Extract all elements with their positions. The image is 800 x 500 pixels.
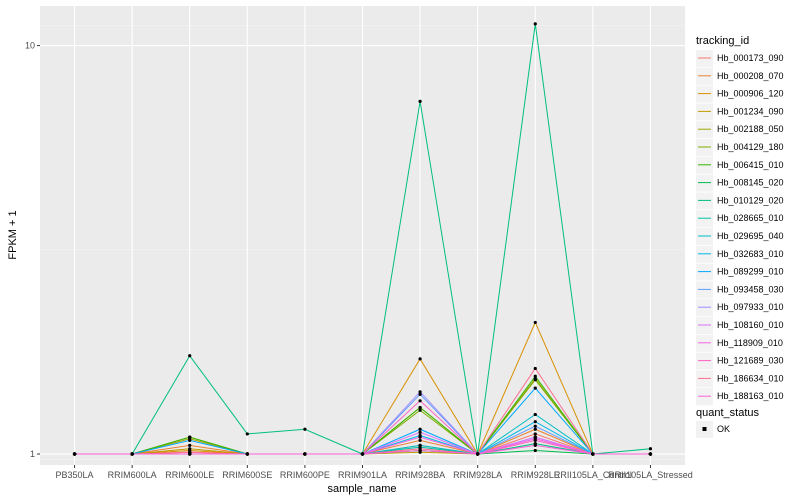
data-point [188, 435, 192, 439]
x-axis-title: sample_name [327, 483, 396, 495]
data-point [533, 420, 537, 424]
shape-legend: quant_status OK [696, 407, 759, 438]
legend-entry: Hb_029695_040 [717, 231, 784, 241]
x-tick-label: RRIM600LA [108, 470, 157, 480]
data-point [72, 452, 77, 456]
shape-legend-title: quant_status [696, 407, 759, 419]
data-point [533, 443, 537, 447]
data-point [418, 427, 422, 431]
data-point [533, 378, 537, 382]
data-point [418, 408, 422, 412]
x-tick-label: RRII105LA_Control [554, 470, 632, 480]
legend-entry: Hb_000173_090 [717, 53, 784, 63]
data-point [418, 435, 422, 439]
data-point [418, 430, 422, 434]
legend-entry: Hb_001234_090 [717, 106, 784, 116]
legend-entry: Hb_002188_050 [717, 124, 784, 134]
shape-legend-entry: OK [717, 424, 730, 434]
data-point [533, 412, 537, 417]
data-point [303, 452, 307, 456]
legend-entry: Hb_010129_020 [717, 195, 784, 205]
data-point [533, 438, 537, 442]
data-point [418, 390, 422, 394]
y-tick-label: 1 [30, 449, 35, 459]
legend-entry: Hb_188163_010 [717, 391, 784, 401]
x-tick-label: RRIM928BA [395, 470, 445, 480]
data-point [418, 443, 422, 447]
data-point [418, 438, 422, 442]
data-point [648, 447, 653, 451]
data-point [360, 452, 365, 456]
data-point [533, 374, 537, 378]
legend-entry: Hb_089299_010 [717, 267, 784, 277]
x-tick-label: RRIM928LE [511, 470, 560, 480]
data-point [303, 427, 307, 431]
series-points [72, 22, 653, 456]
data-point [245, 452, 249, 456]
data-point [188, 452, 192, 456]
legend-title: tracking_id [696, 35, 749, 47]
data-point [188, 438, 192, 442]
x-tick-label: RRIM600SE [222, 470, 272, 480]
legend-entry: Hb_000208_070 [717, 71, 784, 81]
x-tick-label: RRII105LA_Stressed [608, 470, 693, 480]
data-point [130, 452, 134, 456]
data-point [245, 432, 249, 436]
data-point [591, 452, 595, 456]
x-tick-label: RRIM928LA [453, 470, 502, 480]
data-point [418, 357, 422, 361]
data-point [418, 392, 422, 396]
data-point [533, 22, 537, 26]
x-tick-label: PB350LA [56, 470, 94, 480]
y-axis: 1 10 [25, 41, 40, 459]
legend-entry: Hb_118909_010 [717, 338, 783, 348]
legend-entry: Hb_004129_180 [717, 142, 784, 152]
data-point [648, 452, 653, 456]
data-point [188, 354, 192, 358]
color-legend: tracking_id Hb_000173_090 Hb_000208_070 Hb… [696, 35, 784, 406]
legend-entry: Hb_097933_010 [717, 302, 784, 312]
data-point [476, 452, 480, 456]
legend-entry: Hb_093458_030 [717, 284, 784, 294]
data-point [533, 427, 537, 431]
legend-entry: Hb_108160_010 [717, 320, 784, 330]
data-point [533, 386, 537, 390]
data-point [418, 399, 422, 403]
grid [40, 6, 685, 465]
y-tick-label: 10 [25, 41, 35, 51]
legend-entry: Hb_006415_010 [717, 160, 784, 170]
x-tick-label: RRIM901LA [338, 470, 387, 480]
data-point [533, 448, 537, 453]
legend-entry: Hb_032683_010 [717, 249, 784, 259]
data-point [188, 447, 192, 451]
legend-entry: Hb_121689_030 [717, 356, 784, 366]
shape-legend-key-marker [702, 427, 707, 431]
data-point [533, 320, 537, 325]
legend-entry: Hb_000906_120 [717, 89, 784, 99]
data-point [418, 99, 422, 104]
data-point [188, 443, 192, 447]
x-axis: PB350LA RRIM600LA RRIM600LE RRIM600SE RRIM60… [56, 465, 693, 480]
legend-entry: Hb_186634_010 [717, 373, 784, 383]
x-tick-label: RRIM600LE [165, 470, 214, 480]
data-point [418, 405, 422, 410]
data-point [533, 432, 537, 436]
x-tick-label: RRIM600PE [280, 470, 330, 480]
legend-entry: Hb_008145_020 [717, 178, 784, 188]
data-point [533, 366, 537, 371]
legend-entry: Hb_028665_010 [717, 213, 784, 223]
data-point [418, 448, 422, 453]
y-axis-title: FPKM + 1 [7, 210, 19, 259]
data-point [533, 424, 537, 428]
